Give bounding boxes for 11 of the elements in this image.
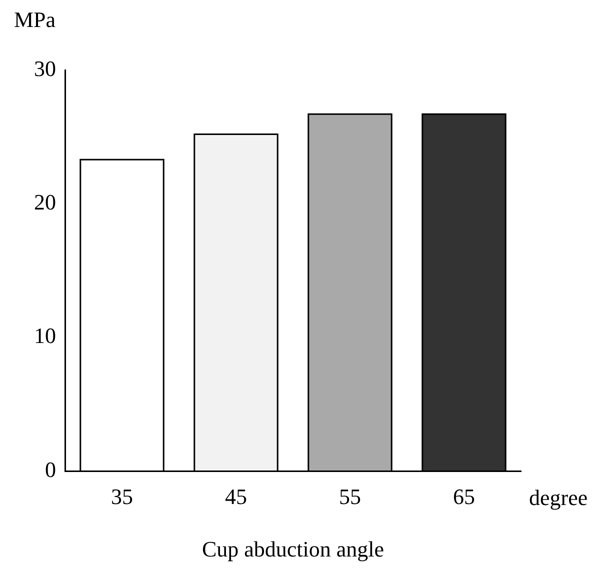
y-tick-label: 10 — [34, 323, 56, 348]
x-tick-label: 35 — [111, 484, 133, 510]
text: degree — [529, 484, 588, 510]
y-tick-label: 20 — [34, 190, 56, 215]
y-axis-title: MPa — [14, 6, 56, 32]
y-tick-label: 0 — [45, 456, 56, 482]
x-tick-label: 45 — [225, 484, 247, 510]
x-axis-title: Cup abduction angle — [202, 536, 384, 562]
x-tick-label: 55 — [339, 484, 361, 510]
y-tick-label: 30 — [34, 56, 56, 81]
x-tick-label: 65 — [453, 484, 475, 510]
